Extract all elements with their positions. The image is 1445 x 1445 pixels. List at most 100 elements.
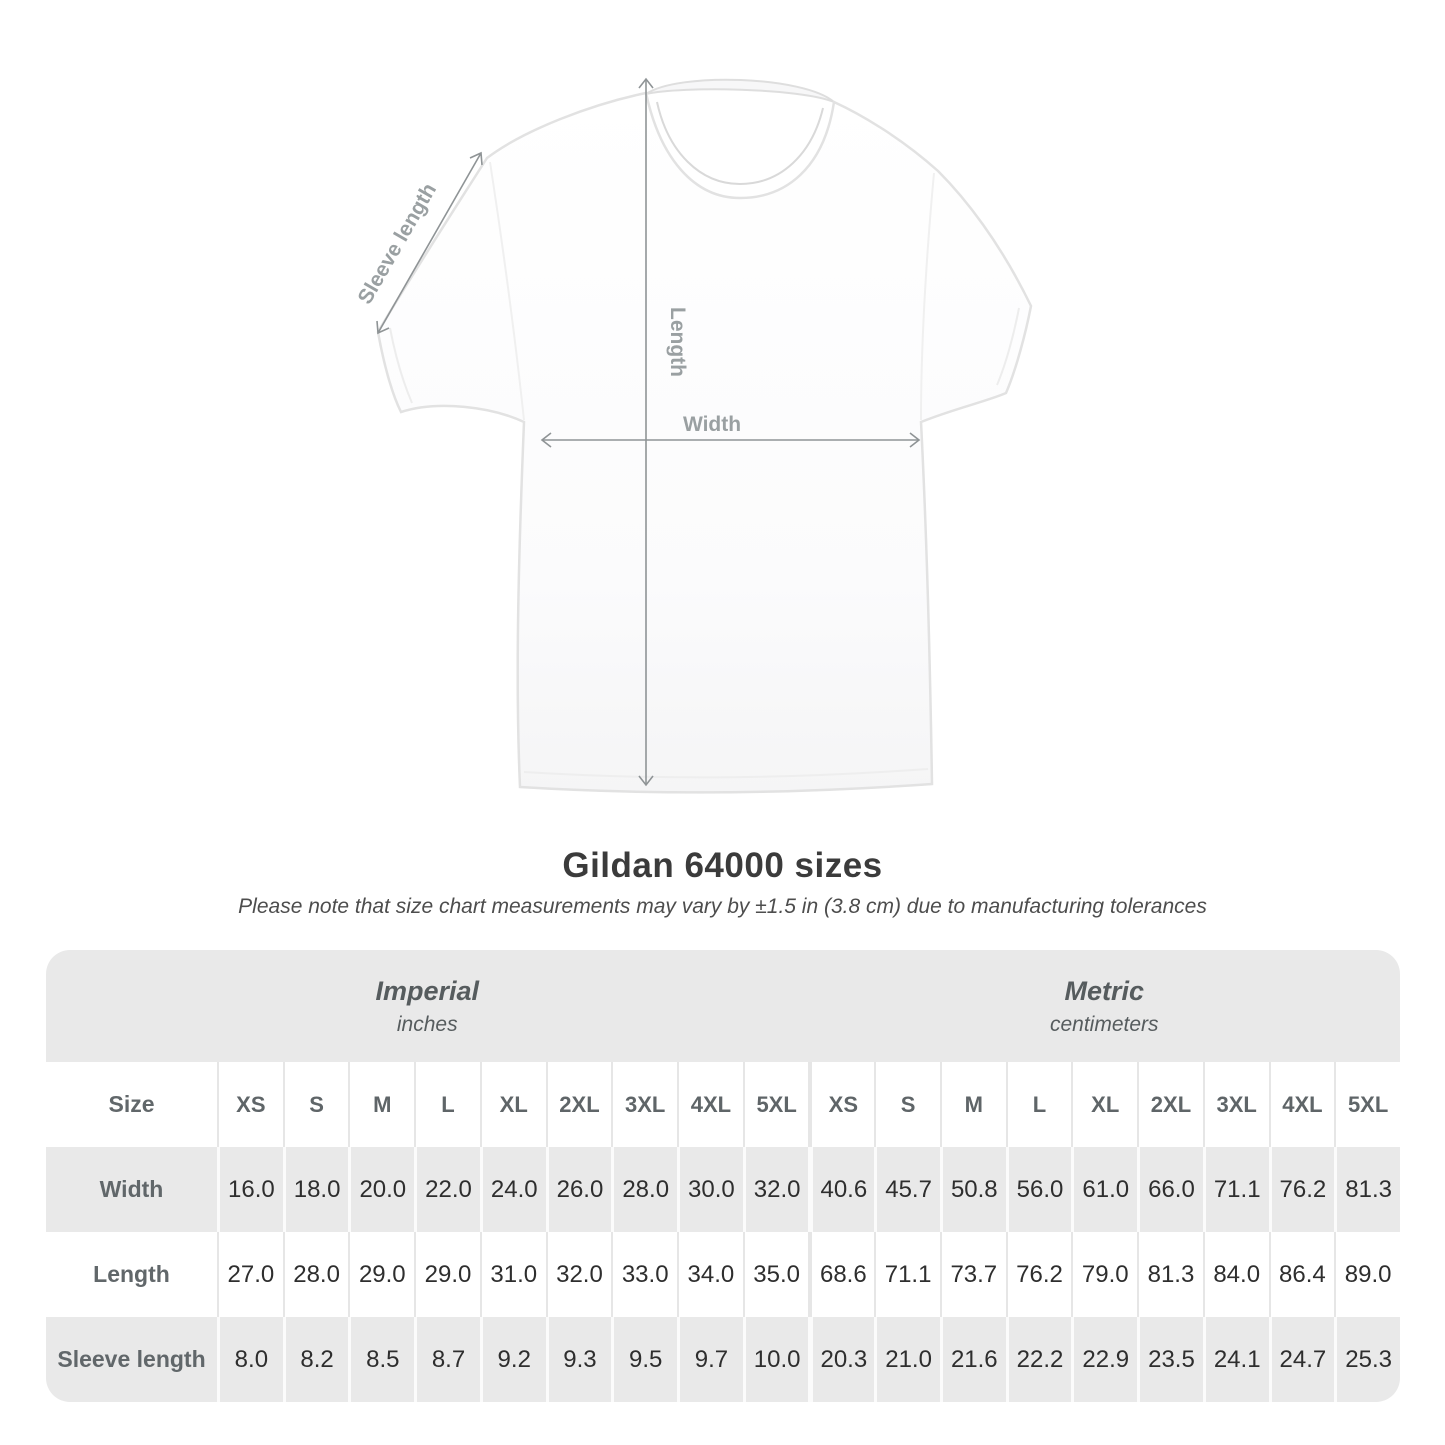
- table-cell: 8.2: [282, 1317, 349, 1402]
- collar-stitch: [656, 101, 824, 186]
- table-cell: XL: [479, 1062, 546, 1147]
- table-cell: XS: [217, 1062, 283, 1147]
- table-cell: 9.7: [677, 1317, 743, 1402]
- table-cell: 5XL: [742, 1062, 809, 1147]
- table-cell: 86.4: [1268, 1232, 1335, 1317]
- table-cell: 22.0: [414, 1147, 480, 1232]
- table-cell: 23.5: [1137, 1317, 1203, 1402]
- table-cell: 30.0: [677, 1147, 743, 1232]
- tolerance-note: Please note that size chart measurements…: [238, 895, 1207, 918]
- table-cell: 3XL: [1202, 1062, 1269, 1147]
- table-cell: 66.0: [1137, 1147, 1203, 1232]
- table-cell: 34.0: [677, 1232, 743, 1317]
- table-cell: XL: [1071, 1062, 1137, 1147]
- table-cell: 71.1: [1202, 1147, 1269, 1232]
- table-cell: 35.0: [742, 1232, 809, 1317]
- table-cell: 76.2: [1268, 1147, 1335, 1232]
- table-cell: 31.0: [479, 1232, 546, 1317]
- table-cell: S: [874, 1062, 940, 1147]
- right-sleeve-hem: [996, 307, 1020, 386]
- table-cell: 24.1: [1202, 1317, 1269, 1402]
- table-cell: 8.5: [348, 1317, 414, 1402]
- table-cell: 8.0: [217, 1317, 283, 1402]
- row-label: Sleeve length: [57, 1346, 206, 1372]
- table-row: Sleeve length 8.0 8.2 8.5 8.7 9.2 9.3 9.5 9.7 10.…: [46, 1317, 1400, 1402]
- table-cell: 71.1: [874, 1232, 940, 1317]
- metric-header: Metric centimeters: [809, 950, 1401, 1062]
- left-sleeve-hem: [389, 327, 413, 404]
- table-cell: 22.2: [1005, 1317, 1072, 1402]
- table-cell: 9.2: [479, 1317, 546, 1402]
- table-cell: 61.0: [1071, 1147, 1137, 1232]
- table-cell: 76.2: [1005, 1232, 1072, 1317]
- table-cell: 45.7: [874, 1147, 940, 1232]
- table-cell: 68.6: [808, 1232, 874, 1317]
- table-cell: L: [1005, 1062, 1072, 1147]
- table-cell: 10.0: [742, 1317, 809, 1402]
- table-cell: 32.0: [742, 1147, 809, 1232]
- sleeve-length-arrow: [376, 151, 483, 335]
- table-cell: 3XL: [611, 1062, 677, 1147]
- table-cell: 4XL: [677, 1062, 743, 1147]
- table-cell: 79.0: [1071, 1232, 1137, 1317]
- tshirt-diagram: Width Length Sleeve length: [354, 77, 1033, 794]
- width-arrow: [540, 432, 921, 448]
- table-cell: 2XL: [545, 1062, 612, 1147]
- table-cell: 25.3: [1334, 1317, 1400, 1402]
- table-cell: 9.5: [611, 1317, 677, 1402]
- table-cell: 24.7: [1268, 1317, 1335, 1402]
- table-cell: 29.0: [348, 1232, 414, 1317]
- table-cell: 5XL: [1334, 1062, 1400, 1147]
- table-cell: 28.0: [611, 1147, 677, 1232]
- table-cell: 21.6: [939, 1317, 1006, 1402]
- right-seam: [920, 172, 935, 421]
- table-cell: 32.0: [545, 1232, 612, 1317]
- table-cell: 56.0: [1005, 1147, 1072, 1232]
- size-table: Imperial inches Metric centimeters Size X…: [46, 950, 1400, 1402]
- table-cell: 81.3: [1334, 1147, 1400, 1232]
- table-cell: L: [414, 1062, 480, 1147]
- table-cell: 16.0: [217, 1147, 283, 1232]
- row-label: Width: [99, 1176, 164, 1202]
- table-cell: 40.6: [808, 1147, 874, 1232]
- table-cell: M: [939, 1062, 1006, 1147]
- size-column-header: Size: [108, 1091, 155, 1117]
- table-cell: S: [282, 1062, 349, 1147]
- imperial-label: Imperial: [375, 975, 480, 1006]
- metric-label: Metric: [1064, 975, 1145, 1006]
- width-measure-label: Width: [683, 413, 741, 436]
- table-cell: 27.0: [217, 1232, 283, 1317]
- tshirt-back-collar: [645, 78, 835, 103]
- table-cell: 24.0: [479, 1147, 546, 1232]
- row-label: Length: [93, 1261, 170, 1287]
- table-cell: 18.0: [282, 1147, 349, 1232]
- table-cell: 8.7: [414, 1317, 480, 1402]
- table-cell: 20.0: [348, 1147, 414, 1232]
- table-cell: 21.0: [874, 1317, 940, 1402]
- table-cell: 20.3: [808, 1317, 874, 1402]
- table-cell: 2XL: [1137, 1062, 1203, 1147]
- table-cell: 73.7: [939, 1232, 1006, 1317]
- table-cell: 26.0: [545, 1147, 612, 1232]
- table-cell: 4XL: [1268, 1062, 1335, 1147]
- tshirt-image: Width Length Sleeve length: [354, 77, 1033, 794]
- table-cell: XS: [808, 1062, 874, 1147]
- size-header-row: Size XS S M L XL 2XL 3XL 4XL 5XL XS S M L XL 2XL 3XL 4XL 5…: [46, 1062, 1400, 1147]
- table-row: Length 27.0 28.0 29.0 29.0 31.0 32.0 33.0 34.0 35…: [46, 1232, 1400, 1317]
- bottom-hem-stitch: [523, 768, 929, 779]
- metric-unit-label: centimeters: [1049, 1012, 1159, 1036]
- table-cell: 33.0: [611, 1232, 677, 1317]
- table-cell: 50.8: [939, 1147, 1006, 1232]
- table-cell: 84.0: [1202, 1232, 1269, 1317]
- table-cell: 29.0: [414, 1232, 480, 1317]
- page-title: Gildan 64000 sizes: [562, 846, 883, 885]
- length-arrow: [638, 77, 654, 787]
- tshirt-outline: [376, 91, 1033, 794]
- table-cell: 9.3: [545, 1317, 612, 1402]
- table-row: Width 16.0 18.0 20.0 22.0 24.0 26.0 28.0 30.0 32.…: [46, 1147, 1400, 1232]
- table-cell: 81.3: [1137, 1232, 1203, 1317]
- table-cell: 22.9: [1071, 1317, 1137, 1402]
- left-seam: [489, 161, 525, 421]
- table-cell: 89.0: [1334, 1232, 1400, 1317]
- table-cell: 28.0: [282, 1232, 349, 1317]
